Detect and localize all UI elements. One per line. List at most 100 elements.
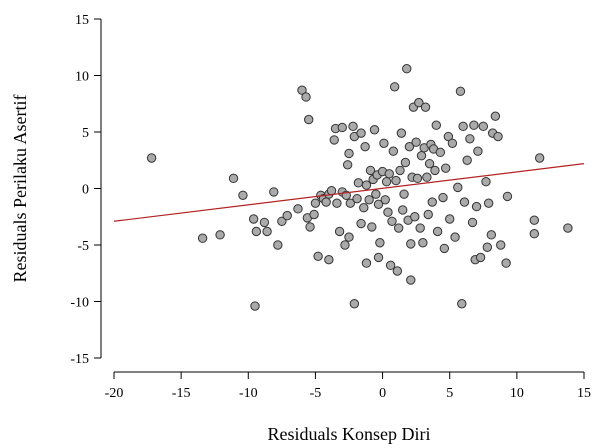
data-point: [340, 240, 350, 250]
data-point: [389, 82, 400, 92]
data-point: [367, 222, 377, 232]
data-point: [379, 138, 389, 149]
data-point: [248, 214, 259, 224]
x-tick-label: -20: [105, 386, 124, 401]
x-ticks: -20 -15 -10 -5 0 5 10 15: [105, 372, 591, 401]
data-point: [342, 160, 353, 170]
x-tick-label: 15: [577, 386, 591, 401]
data-point: [481, 177, 491, 187]
data-point: [360, 141, 370, 152]
data-point: [250, 301, 260, 311]
data-point: [455, 86, 466, 97]
data-point: [438, 192, 448, 203]
data-point: [465, 134, 475, 144]
data-point: [391, 175, 401, 186]
data-point: [396, 128, 407, 138]
data-point: [197, 233, 208, 243]
data-point: [404, 141, 415, 152]
data-point: [345, 198, 356, 208]
data-point: [399, 189, 409, 199]
data-point: [410, 212, 420, 222]
data-point: [228, 173, 239, 184]
data-point: [462, 155, 472, 165]
data-point: [352, 193, 362, 204]
data-point: [478, 121, 488, 132]
data-point: [529, 215, 540, 225]
data-point: [384, 169, 394, 179]
data-point: [334, 226, 345, 237]
x-tick-label: 0: [379, 386, 386, 401]
data-point: [371, 189, 381, 199]
data-point: [365, 165, 376, 176]
data-point: [502, 191, 513, 202]
x-tick-label: -10: [239, 386, 258, 401]
data-point: [475, 252, 486, 263]
data-point: [387, 216, 397, 226]
data-point: [373, 199, 384, 210]
data-point: [395, 165, 405, 176]
data-point: [432, 226, 443, 237]
y-axis-title: Residuals Perilaku Asertif: [10, 95, 30, 283]
data-point: [467, 217, 478, 228]
data-point: [359, 203, 369, 213]
data-point: [353, 178, 364, 188]
data-point: [416, 151, 427, 161]
data-point: [427, 197, 437, 207]
data-point: [473, 146, 483, 156]
x-tick-label: -5: [310, 386, 322, 401]
x-axis-title: Residuals Konsep Diri: [268, 424, 431, 444]
data-point: [381, 177, 392, 187]
data-point: [392, 266, 403, 276]
data-point: [496, 240, 506, 250]
data-point: [349, 299, 360, 309]
data-point: [293, 204, 303, 214]
data-point: [361, 180, 372, 190]
data-point: [435, 147, 446, 158]
data-point: [364, 195, 374, 205]
data-point: [361, 258, 372, 268]
data-point: [251, 226, 262, 237]
data-point: [313, 251, 323, 261]
data-point: [453, 182, 463, 193]
data-point: [529, 229, 540, 239]
data-point: [324, 254, 334, 265]
data-point: [424, 158, 435, 169]
data-point: [393, 223, 404, 233]
data-point: [534, 153, 545, 163]
data-point: [415, 223, 425, 233]
data-point: [400, 157, 411, 168]
data-point: [402, 64, 412, 74]
data-point: [422, 172, 432, 182]
data-point: [406, 239, 416, 249]
data-point: [563, 223, 573, 233]
x-tick-label: 10: [510, 386, 524, 401]
data-point: [337, 122, 347, 133]
data-point: [369, 125, 380, 135]
y-tick-label: -10: [70, 296, 89, 311]
data-point: [414, 97, 424, 108]
data-point: [490, 111, 501, 121]
data-point: [483, 198, 494, 208]
data-point: [482, 242, 493, 252]
data-point: [457, 299, 467, 309]
data-point: [373, 252, 384, 263]
data-point: [447, 138, 458, 149]
data-point: [398, 205, 408, 215]
data-point: [262, 226, 272, 237]
data-point: [459, 197, 470, 207]
data-point: [344, 148, 354, 159]
data-point: [458, 121, 468, 132]
data-point: [439, 243, 450, 254]
data-point: [430, 165, 440, 176]
data-point: [277, 216, 287, 226]
y-tick-label: 0: [82, 183, 89, 198]
data-point: [348, 121, 358, 132]
data-point: [305, 222, 315, 232]
data-point: [146, 153, 157, 163]
data-point: [388, 146, 399, 156]
data-point: [412, 173, 423, 184]
x-tick-label: 5: [446, 386, 453, 401]
data-point: [310, 198, 321, 208]
data-point: [443, 131, 454, 142]
